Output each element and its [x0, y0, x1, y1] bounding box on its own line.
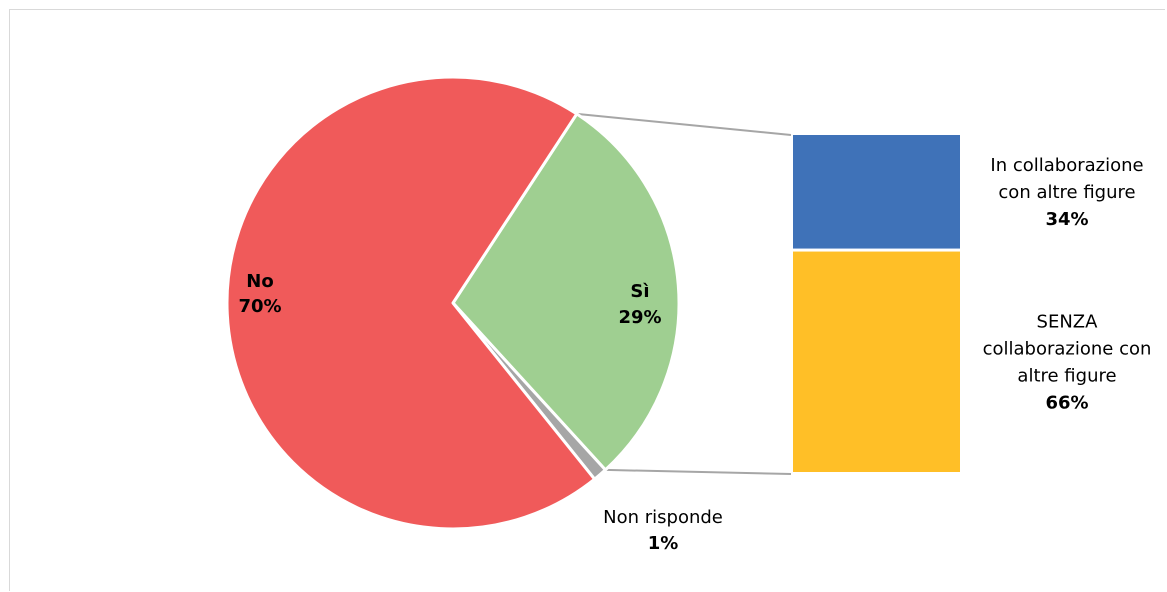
bar-segment-2: [793, 251, 960, 472]
pie: [225, 75, 681, 531]
pie-slice-no: [225, 75, 597, 531]
pie-slice-si: [451, 112, 681, 472]
connector-line-bottom: [605, 468, 792, 475]
data-label-si: Sì 29%: [618, 281, 661, 328]
connector-lines: [576, 112, 792, 475]
bar-label-1: In collaborazione con altre figure 34%: [990, 155, 1143, 230]
bar-label-2: SENZA collaborazione con altre figure 66%: [983, 311, 1152, 413]
data-labels: No 70% Sì 29% Non risponde 1% In collaborazion…: [238, 155, 1151, 554]
stacked-bar: [793, 135, 960, 472]
connector-line-top: [576, 112, 792, 136]
data-label-no: No 70%: [238, 271, 281, 317]
bar-segment-1: [793, 135, 960, 249]
chart-frame: [9, 9, 1165, 591]
data-label-non-risponde: Non risponde 1%: [603, 507, 723, 554]
